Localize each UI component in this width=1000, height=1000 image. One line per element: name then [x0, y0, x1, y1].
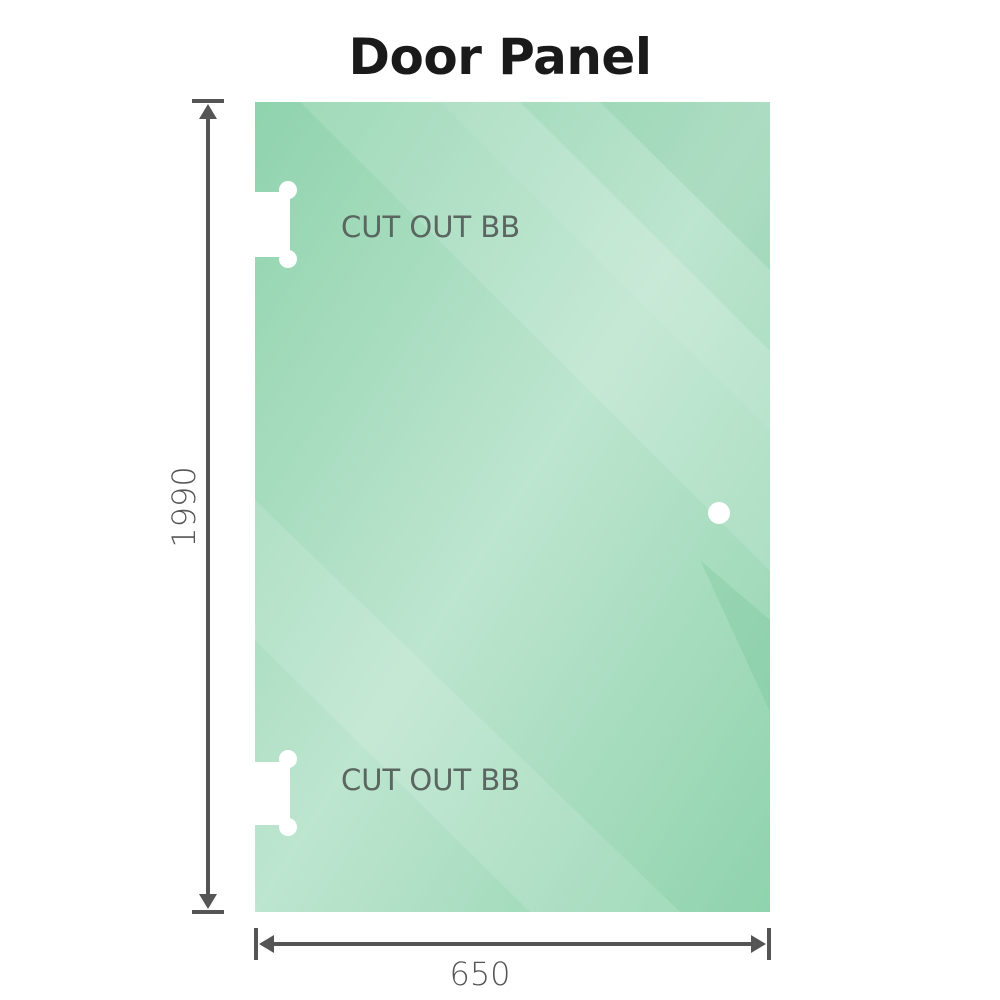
cutout-top — [250, 181, 297, 268]
cutout-label-bottom: CUT OUT BB — [341, 763, 520, 797]
width-dimension-line — [254, 928, 771, 960]
diagram-title: Door Panel — [348, 28, 652, 86]
handle-hole — [708, 502, 730, 524]
cutout-bottom — [250, 750, 297, 836]
width-label: 650 — [449, 955, 510, 993]
glass-panel — [255, 102, 770, 912]
height-label: 1990 — [165, 466, 203, 547]
cutout-label-top: CUT OUT BB — [341, 210, 520, 244]
height-dimension-line — [192, 99, 224, 914]
